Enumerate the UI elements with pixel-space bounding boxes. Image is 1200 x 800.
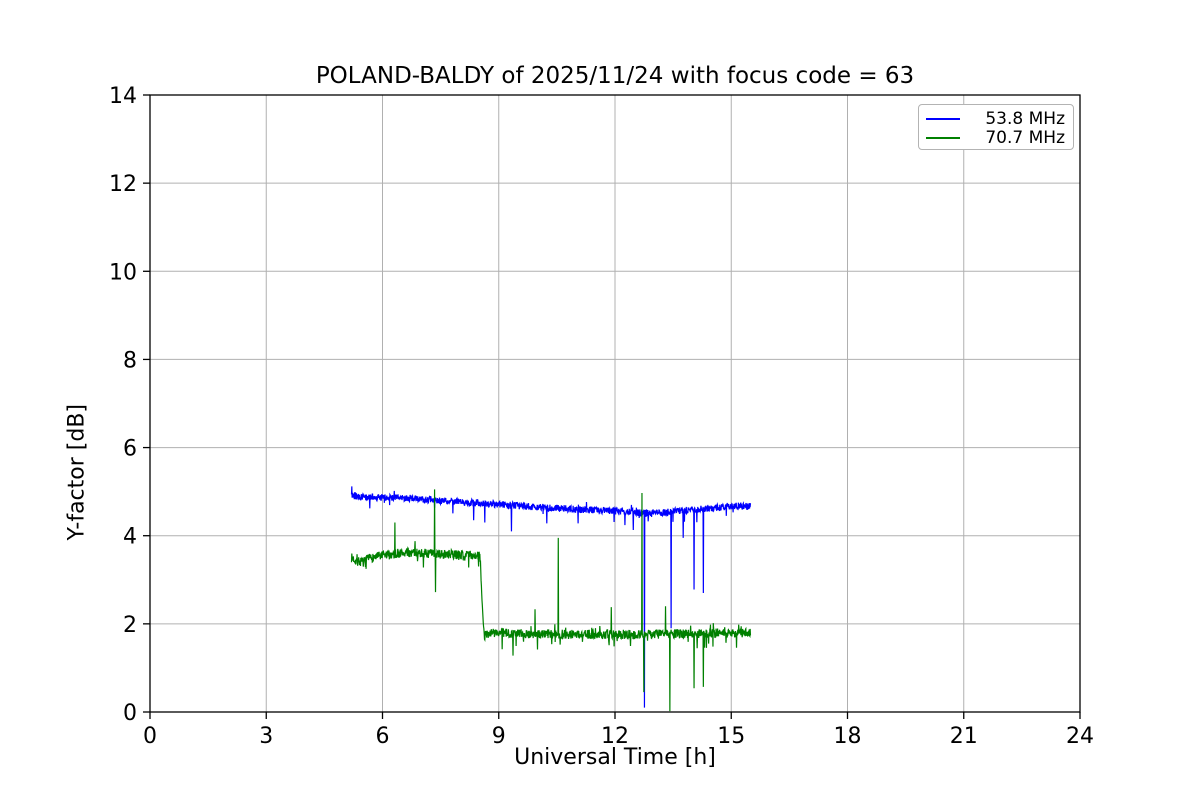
x-tick-label: 3 bbox=[259, 724, 273, 749]
chart-title: POLAND-BALDY of 2025/11/24 with focus co… bbox=[315, 63, 915, 89]
y-tick-label: 14 bbox=[109, 84, 137, 109]
x-tick-label: 9 bbox=[492, 724, 506, 749]
x-axis-label: Universal Time [h] bbox=[514, 745, 716, 770]
x-tick-label: 6 bbox=[376, 724, 390, 749]
series-line-53-8-mhz bbox=[350, 486, 752, 708]
y-tick-label: 2 bbox=[123, 613, 137, 638]
legend-label: 70.7 MHz bbox=[985, 127, 1065, 148]
x-tick-label: 18 bbox=[834, 724, 862, 749]
series-line-70-7-mhz bbox=[350, 489, 752, 712]
legend-entry: 53.8 MHz bbox=[926, 108, 1065, 129]
legend-entry: 70.7 MHz bbox=[926, 127, 1065, 148]
y-tick-label: 12 bbox=[109, 172, 137, 197]
x-tick-label: 0 bbox=[143, 724, 157, 749]
y-tick-label: 10 bbox=[109, 260, 137, 285]
legend-label: 53.8 MHz bbox=[985, 108, 1065, 129]
legend-line-icon bbox=[926, 136, 960, 139]
x-tick-label: 12 bbox=[601, 724, 629, 749]
legend-line-icon bbox=[926, 117, 960, 120]
x-tick-label: 24 bbox=[1066, 724, 1094, 749]
y-tick-label: 8 bbox=[123, 348, 137, 373]
y-tick-label: 0 bbox=[123, 701, 137, 726]
y-axis-label-text: Y-factor [dB] bbox=[64, 404, 89, 541]
y-tick-label: 6 bbox=[123, 437, 137, 462]
legend: 53.8 MHz 70.7 MHz bbox=[918, 104, 1074, 150]
x-tick-label: 21 bbox=[950, 724, 978, 749]
y-tick-label: 4 bbox=[123, 525, 137, 550]
x-tick-label: 15 bbox=[717, 724, 745, 749]
